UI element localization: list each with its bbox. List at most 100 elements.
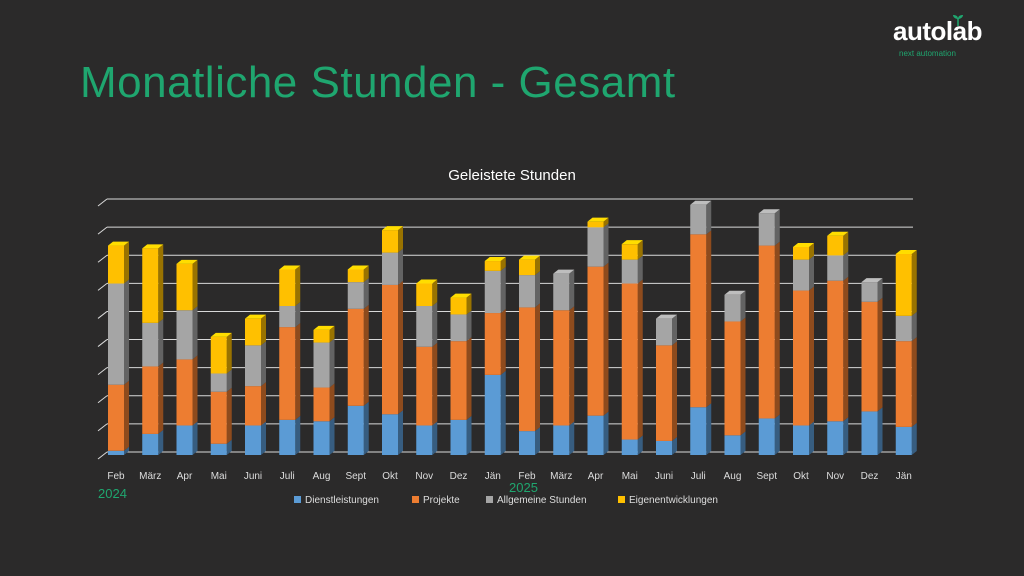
x-tick-label: Juli xyxy=(280,471,295,482)
bar-segment-projekte xyxy=(347,308,364,406)
x-tick-label: Mai xyxy=(622,471,638,482)
bar-segment-eigenentwicklungen-side xyxy=(226,332,232,374)
bar-segment-allgemeine-stunden xyxy=(827,255,844,281)
bar-segment-allgemeine-stunden-side xyxy=(535,271,540,308)
bar-segment-eigenentwicklungen-side xyxy=(843,231,849,256)
bar-segment-allgemeine-stunden-side xyxy=(774,209,780,246)
bar-segment-allgemeine-stunden xyxy=(861,282,878,302)
bar-segment-allgemeine-stunden-side xyxy=(809,255,814,291)
x-tick-label: Apr xyxy=(588,471,604,482)
bar-top-face xyxy=(621,240,643,245)
bar-segment-projekte xyxy=(724,321,741,436)
bar-segment-dienstleistungen xyxy=(279,419,296,455)
bar-segment-projekte xyxy=(176,359,193,426)
x-tick-label: Juni xyxy=(655,471,673,482)
bar-segment-eigenentwicklungen-side xyxy=(603,217,609,228)
logo-tagline: next automation xyxy=(899,49,956,58)
gridline-edge xyxy=(97,423,108,432)
bar-segment-dienstleistungen xyxy=(690,407,707,455)
bar-segment-allgemeine-stunden xyxy=(450,314,467,342)
bar-segment-allgemeine-stunden-side xyxy=(124,279,129,385)
bar-segment-projekte-side xyxy=(877,297,883,412)
bar-segment-projekte xyxy=(519,307,535,432)
bar-segment-projekte xyxy=(656,345,672,441)
bar-segment-projekte xyxy=(210,391,227,444)
bar-segment-dienstleistungen xyxy=(793,425,809,455)
bar-segment-dienstleistungen-side xyxy=(740,431,746,455)
bar-segment-dienstleistungen-side xyxy=(774,414,780,455)
slide-title: Monatliche Stunden - Gesamt xyxy=(80,58,676,107)
x-tick-label: Dez xyxy=(861,471,879,482)
bar-top-face xyxy=(793,242,814,247)
bar-segment-projekte xyxy=(279,327,296,420)
bar-top-face xyxy=(382,226,403,231)
x-tick-label: März xyxy=(550,471,572,482)
bar-segment-dienstleistungen-side xyxy=(535,427,540,455)
bar-segment-projekte-side xyxy=(809,286,814,426)
bar-segment-eigenentwicklungen xyxy=(895,254,912,316)
x-tick-label: Sept xyxy=(345,471,366,482)
bar-segment-dienstleistungen-side xyxy=(329,417,335,455)
bar-top-face xyxy=(587,217,609,222)
legend-swatch xyxy=(412,496,419,503)
bar-top-face xyxy=(347,265,369,270)
bar-segment-projekte xyxy=(587,266,604,416)
bar-segment-projekte-side xyxy=(261,382,266,426)
bar-top-face xyxy=(245,314,266,319)
bar-column xyxy=(724,290,746,455)
bar-top-face xyxy=(827,231,849,236)
x-tick-label: Juli xyxy=(691,471,706,482)
bar-segment-dienstleistungen xyxy=(827,421,844,455)
bar-segment-projekte-side xyxy=(911,337,917,427)
bar-column xyxy=(587,217,609,455)
bar-segment-allgemeine-stunden xyxy=(347,282,364,309)
bar-top-face xyxy=(758,209,780,214)
bar-segment-dienstleistungen xyxy=(210,443,227,455)
bar-segment-dienstleistungen xyxy=(484,374,501,455)
x-tick-label: Jän xyxy=(896,471,912,482)
bar-segment-dienstleistungen xyxy=(142,433,159,455)
bar-segment-allgemeine-stunden-side xyxy=(500,266,506,314)
bar-segment-allgemeine-stunden-side xyxy=(295,302,301,328)
gridline-edge xyxy=(97,198,108,207)
bar-top-face xyxy=(313,325,335,330)
bar-segment-allgemeine-stunden xyxy=(758,213,775,246)
x-tick-label: Mai xyxy=(211,471,227,482)
bar-segment-allgemeine-stunden xyxy=(210,373,227,392)
bar-segment-projekte-side xyxy=(226,387,232,444)
bar-segment-allgemeine-stunden xyxy=(484,270,501,314)
bar-column xyxy=(484,257,506,455)
bar-column xyxy=(553,269,575,455)
legend-swatch xyxy=(486,496,493,503)
bar-segment-projekte xyxy=(382,284,398,415)
bar-top-face xyxy=(416,279,438,284)
bar-segment-allgemeine-stunden xyxy=(690,204,707,235)
bar-segment-projekte-side xyxy=(603,262,609,416)
bar-segment-allgemeine-stunden xyxy=(587,227,604,267)
bar-segment-eigenentwicklungen-side xyxy=(466,293,472,315)
year-label: 2025 xyxy=(509,480,538,495)
bar-segment-allgemeine-stunden-side xyxy=(466,310,472,342)
bar-segment-allgemeine-stunden-side xyxy=(569,269,575,311)
bar-segment-allgemeine-stunden-side xyxy=(706,200,712,235)
bar-segment-dienstleistungen xyxy=(587,415,604,455)
bar-segment-projekte-side xyxy=(706,230,712,408)
bar-segment-projekte-side xyxy=(398,280,403,415)
x-tick-label: Dez xyxy=(450,471,468,482)
bar-segment-dienstleistungen-side xyxy=(466,415,472,455)
bar-segment-eigenentwicklungen xyxy=(827,235,844,256)
bar-column xyxy=(895,250,917,455)
bar-segment-eigenentwicklungen xyxy=(142,248,159,323)
bar-column xyxy=(519,255,540,455)
bar-segment-projekte-side xyxy=(500,309,506,375)
bar-segment-eigenentwicklungen-side xyxy=(637,240,643,260)
legend-swatch xyxy=(294,496,301,503)
x-tick-label: Sept xyxy=(756,471,777,482)
x-tick-label: Feb xyxy=(107,471,125,482)
bar-column xyxy=(108,241,129,455)
bar-segment-dienstleistungen-side xyxy=(603,411,609,455)
bar-segment-allgemeine-stunden-side xyxy=(672,314,677,346)
bar-segment-dienstleistungen xyxy=(382,414,398,455)
bar-segment-allgemeine-stunden xyxy=(108,283,124,385)
bar-segment-eigenentwicklungen xyxy=(313,329,330,343)
